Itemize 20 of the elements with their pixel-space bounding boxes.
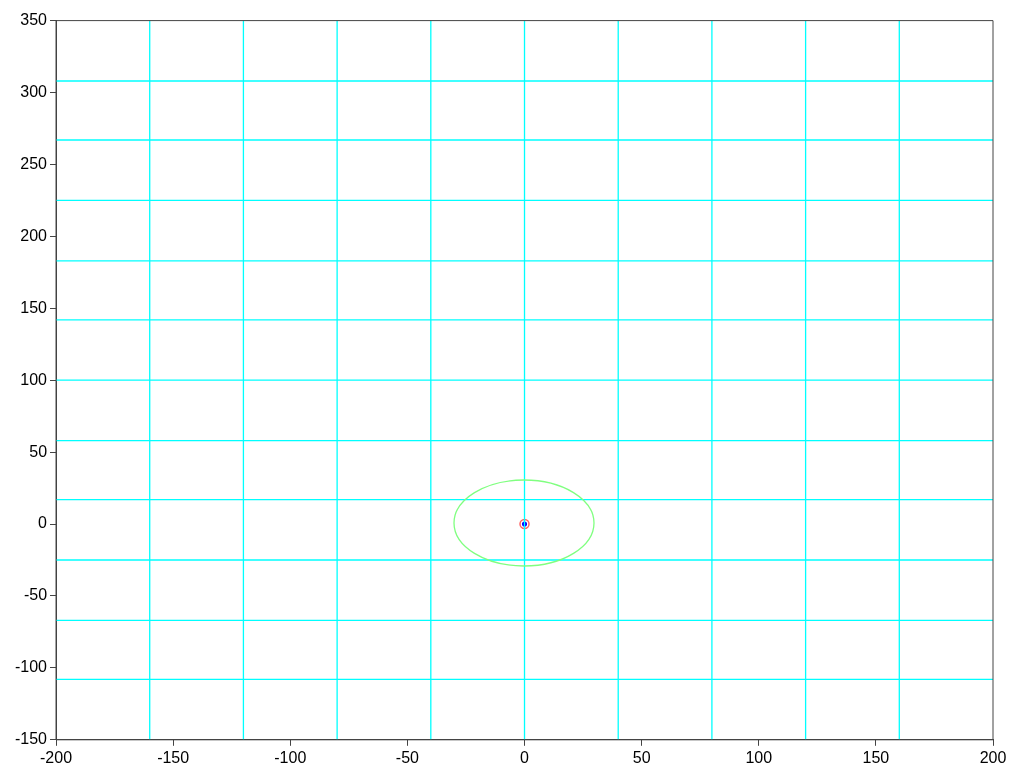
y-tick-label: 150 [20,298,48,316]
y-tick-label: 350 [20,11,48,29]
y-tick-label: 0 [38,514,48,532]
y-tick-label: 250 [20,154,48,172]
x-tick-label: 200 [979,748,1007,766]
y-tick-label: -150 [14,730,48,748]
x-tick-label: 150 [862,748,890,766]
x-tick-label: -150 [157,748,190,766]
y-tick-label: -50 [23,586,48,604]
x-tick-label: 0 [520,748,530,766]
y-tick-label: 300 [20,82,48,100]
x-tick-label: -50 [395,748,420,766]
y-tick-label: 200 [20,226,48,244]
y-tick-label: 50 [29,442,48,460]
y-tick-label: 100 [20,370,48,388]
y-tick-label: -100 [14,658,48,676]
x-tick-label: -200 [40,748,73,766]
x-tick-label: 50 [632,748,651,766]
x-tick-label: 100 [745,748,773,766]
x-tick-label: -100 [274,748,307,766]
